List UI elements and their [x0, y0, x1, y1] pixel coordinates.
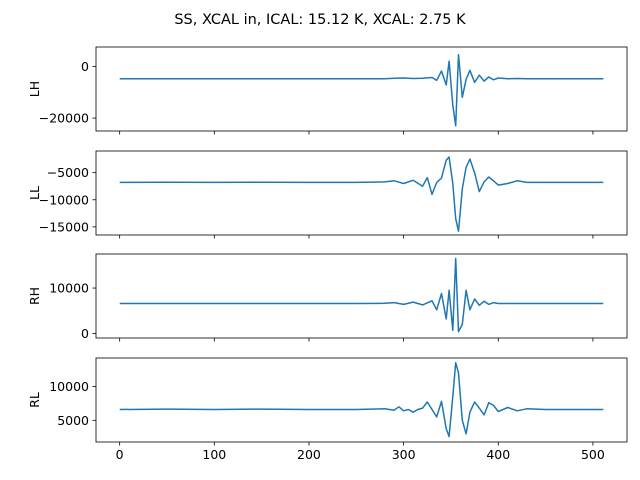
y-tick-label: 0	[81, 326, 89, 341]
axes-frame	[95, 253, 628, 339]
x-tick-label: 500	[581, 447, 605, 462]
subplot-rl: 0 100 200 300 400 500 10000 5000 RL	[27, 357, 628, 462]
series-line-ll	[119, 156, 604, 232]
y-tick-label: −15000	[39, 219, 89, 234]
y-axis-label: LL	[27, 186, 42, 200]
series-line-rl	[119, 361, 604, 438]
series-line-rh	[119, 257, 604, 333]
x-tick-label: 300	[392, 447, 416, 462]
y-tick-label: 0	[81, 59, 89, 74]
subplot-lh: 0 −20000 LH	[27, 46, 628, 135]
axes-frame	[95, 150, 628, 236]
x-tick-label: 400	[486, 447, 510, 462]
y-tick-label: 5000	[57, 413, 89, 428]
y-axis-label: LH	[27, 81, 42, 97]
figure-title: SS, XCAL in, ICAL: 15.12 K, XCAL: 2.75 K	[174, 12, 466, 28]
axes-frame	[95, 46, 628, 132]
y-tick-label: −20000	[39, 111, 89, 126]
series-line-lh	[119, 54, 604, 127]
x-tick-label: 200	[297, 447, 321, 462]
subplot-ll: −5000 −10000 −15000 LL	[27, 150, 628, 239]
y-axis-label: RL	[27, 392, 42, 408]
x-tick-label: 100	[202, 447, 226, 462]
axes-frame	[95, 357, 628, 443]
y-tick-label: −5000	[47, 165, 89, 180]
x-tick-label: 0	[116, 447, 124, 462]
y-tick-label: 10000	[49, 281, 89, 296]
y-axis-label: RH	[27, 287, 42, 305]
y-tick-label: −10000	[39, 192, 89, 207]
y-tick-label: 10000	[49, 379, 89, 394]
subplot-rh: 10000 0 RH	[27, 253, 628, 342]
